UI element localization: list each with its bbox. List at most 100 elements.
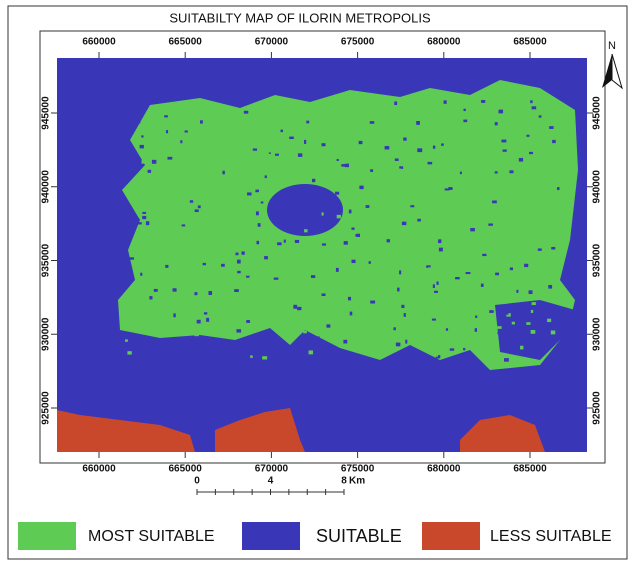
speckle: [276, 281, 279, 284]
scale-label: 4: [268, 476, 274, 487]
speckle: [284, 240, 286, 243]
speckle: [138, 222, 142, 224]
speckle: [275, 154, 279, 156]
speckle: [140, 243, 145, 245]
speckle: [140, 273, 142, 276]
speckle: [558, 311, 561, 315]
speckle: [531, 310, 533, 313]
speckle: [489, 310, 493, 313]
speckle: [548, 308, 552, 311]
speckle: [326, 324, 330, 327]
speckle: [237, 229, 240, 232]
speckle: [222, 171, 224, 175]
speckle: [526, 322, 530, 325]
speckle: [298, 316, 301, 319]
speckle: [194, 292, 197, 295]
speckle: [355, 234, 358, 236]
speckle: [256, 241, 259, 244]
speckle: [343, 340, 347, 344]
speckle: [246, 320, 250, 323]
speckle: [312, 179, 315, 182]
legend-label: SUITABLE: [316, 526, 402, 546]
speckle: [404, 258, 406, 262]
speckle: [196, 154, 198, 157]
x-tick-label: 685000: [513, 464, 547, 475]
speckle: [502, 312, 505, 315]
speckle: [277, 242, 281, 245]
speckle: [132, 116, 135, 119]
speckle: [470, 228, 475, 231]
speckle: [195, 209, 199, 212]
speckle: [549, 126, 553, 129]
speckle: [499, 110, 504, 114]
x-tick-label: 685000: [513, 37, 547, 48]
speckle: [280, 130, 283, 132]
y-tick-label: 940000: [592, 170, 603, 204]
speckle: [532, 302, 536, 305]
speckle: [145, 148, 149, 151]
speckle: [418, 242, 423, 246]
speckle: [487, 338, 492, 341]
speckle: [422, 264, 424, 268]
speckle: [445, 188, 450, 190]
speckle: [503, 319, 507, 321]
speckle: [349, 210, 352, 214]
legend-label: MOST SUITABLE: [88, 528, 215, 545]
speckle: [395, 158, 399, 161]
speckle: [137, 319, 139, 321]
speckle: [376, 240, 380, 242]
speckle: [387, 239, 390, 242]
speckle: [138, 255, 141, 258]
speckle: [436, 281, 438, 284]
speckle: [262, 356, 267, 359]
speckle: [488, 223, 493, 225]
speckle: [479, 127, 484, 130]
speckle: [518, 131, 521, 133]
speckle: [247, 192, 251, 195]
speckle: [271, 238, 275, 240]
speckle: [200, 120, 203, 123]
speckle: [139, 229, 142, 232]
speckle: [433, 354, 438, 356]
y-tick-label: 945000: [41, 96, 52, 130]
speckle: [403, 138, 406, 141]
speckle: [265, 175, 267, 178]
speckle: [430, 335, 433, 338]
y-tick-label: 925000: [41, 391, 52, 425]
speckle: [136, 298, 140, 301]
x-tick-label: 660000: [82, 464, 116, 475]
speckle: [505, 126, 509, 129]
speckle: [309, 350, 313, 354]
speckle: [433, 146, 435, 149]
speckle: [433, 284, 435, 288]
speckle: [444, 100, 447, 104]
speckle: [298, 153, 302, 157]
y-tick-label: 945000: [592, 96, 603, 130]
speckle: [418, 265, 422, 269]
speckle: [235, 253, 238, 256]
speckle: [548, 285, 552, 289]
y-tick-label: 930000: [592, 317, 603, 351]
speckle: [450, 343, 453, 347]
speckle: [495, 273, 499, 276]
speckle: [317, 134, 321, 136]
speckle: [165, 265, 168, 268]
speckle: [284, 270, 287, 272]
speckle: [322, 143, 326, 146]
speckle: [166, 130, 168, 133]
speckle: [347, 279, 352, 282]
speckle: [141, 135, 143, 137]
speckle: [127, 351, 131, 354]
speckle: [529, 275, 533, 279]
speckle: [306, 121, 309, 124]
speckle: [221, 264, 225, 267]
speckle: [516, 290, 518, 293]
speckle: [351, 260, 355, 263]
speckle: [195, 160, 200, 163]
speckle: [336, 268, 339, 272]
speckle: [152, 160, 156, 164]
speckle: [237, 260, 241, 264]
speckle: [146, 221, 149, 225]
speckle: [237, 271, 240, 273]
legend-swatch: [18, 522, 76, 550]
